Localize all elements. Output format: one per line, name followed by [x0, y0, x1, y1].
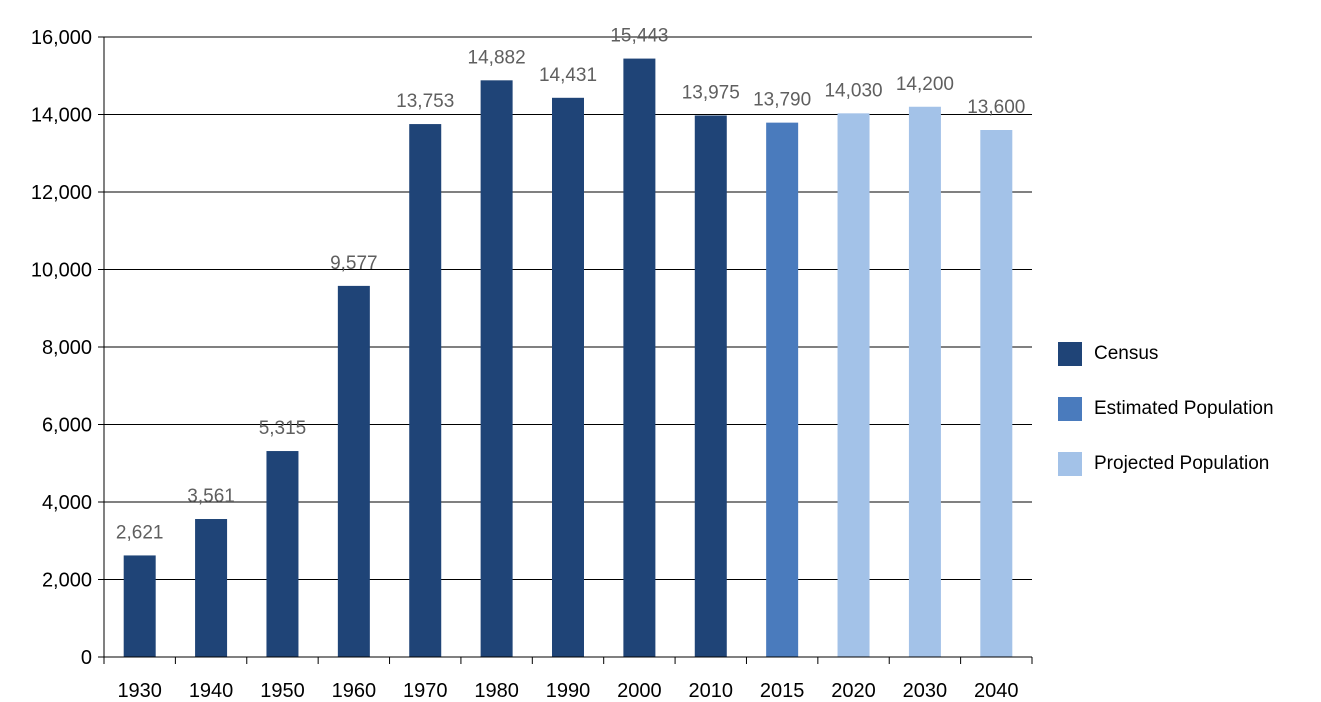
bar-1940	[195, 519, 228, 657]
y-tick-label: 12,000	[31, 182, 92, 204]
bar-2040	[980, 130, 1013, 657]
data-label-2020: 14,030	[824, 80, 882, 101]
x-tick-label-2000: 2000	[617, 680, 662, 702]
x-tick-label-2020: 2020	[831, 680, 876, 702]
x-tick-label-2030: 2030	[903, 680, 948, 702]
x-tick-label-2015: 2015	[760, 680, 805, 702]
y-tick-label: 10,000	[31, 260, 92, 282]
bar-1980	[480, 80, 513, 657]
legend-swatch-projected	[1058, 452, 1082, 476]
x-tick-label-1990: 1990	[546, 680, 591, 702]
legend-item-estimated: Estimated Population	[1058, 395, 1274, 423]
x-tick-label-1930: 1930	[117, 680, 162, 702]
legend-label-estimated: Estimated Population	[1094, 398, 1274, 419]
legend-swatch-estimated	[1058, 397, 1082, 421]
bar-1970	[409, 124, 442, 658]
bar-2030	[908, 106, 941, 657]
axes	[98, 36, 1033, 664]
legend: Census Estimated Population Projected Po…	[1058, 340, 1274, 505]
x-tick-label-1970: 1970	[403, 680, 448, 702]
data-label-2000: 15,443	[610, 26, 668, 47]
y-tick-label: 4,000	[42, 492, 92, 514]
data-label-2010: 13,975	[682, 82, 740, 103]
bar-2010	[694, 115, 727, 657]
data-label-1940: 3,561	[187, 486, 235, 507]
bar-2015	[766, 122, 799, 657]
legend-item-projected: Projected Population	[1058, 450, 1274, 478]
data-label-2030: 14,200	[896, 74, 954, 95]
y-axis-tick-labels: 0 2,000 4,000 6,000 8,000 10,000 12,000 14,000 1…	[31, 27, 92, 669]
legend-item-census: Census	[1058, 340, 1274, 368]
data-label-1990: 14,431	[539, 65, 597, 86]
data-label-1950: 5,315	[259, 418, 307, 439]
data-label-1930: 2,621	[116, 522, 164, 543]
bar-1990	[552, 97, 584, 657]
bar-1960	[337, 285, 370, 657]
bar-1950	[266, 451, 299, 657]
x-tick-label-1940: 1940	[189, 680, 234, 702]
bar-2020	[837, 113, 870, 657]
x-axis-tick-labels: 1930 1940 1950 1960 1970 1980 1990 2000 2010 2015…	[117, 680, 1018, 702]
legend-swatch-census	[1058, 342, 1082, 366]
bar-1930	[123, 555, 156, 657]
y-tick-label: 2,000	[42, 570, 92, 592]
y-tick-label: 6,000	[42, 415, 92, 437]
data-label-2040: 13,600	[967, 97, 1025, 118]
data-labels: 2,621 3,561 5,315 9,577 13,753 14,882 14,431 15…	[116, 26, 1025, 544]
y-tick-label: 16,000	[31, 27, 92, 49]
bar-2000	[623, 58, 656, 658]
data-label-1980: 14,882	[468, 47, 526, 68]
x-tick-label-2040: 2040	[974, 680, 1019, 702]
legend-label-projected: Projected Population	[1094, 453, 1270, 474]
y-tick-label: 14,000	[31, 105, 92, 127]
data-label-2015: 13,790	[753, 90, 811, 111]
x-tick-label-2010: 2010	[689, 680, 734, 702]
x-tick-label-1950: 1950	[260, 680, 305, 702]
data-label-1970: 13,753	[396, 91, 454, 112]
legend-label-census: Census	[1094, 343, 1159, 364]
data-label-1960: 9,577	[330, 253, 378, 274]
y-tick-label: 0	[81, 647, 92, 669]
x-tick-label-1960: 1960	[332, 680, 377, 702]
x-tick-label-1980: 1980	[474, 680, 519, 702]
y-tick-label: 8,000	[42, 337, 92, 359]
bars	[123, 58, 1013, 658]
